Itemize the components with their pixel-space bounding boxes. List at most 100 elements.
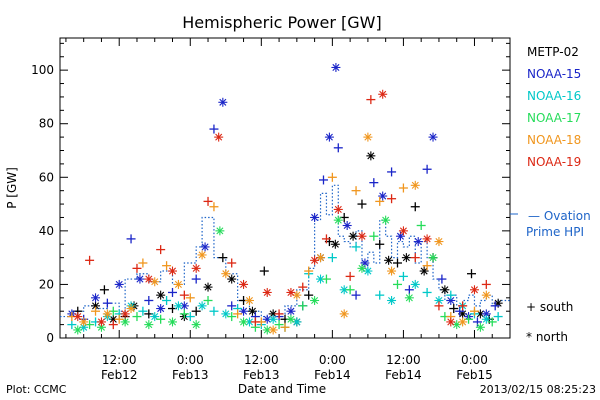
asterisk-marker [410, 180, 420, 190]
footer-left: Plot: CCMC [6, 383, 67, 396]
asterisk-marker [428, 253, 438, 263]
plus-marker [493, 312, 503, 322]
asterisk-marker [244, 296, 254, 305]
plus-marker [274, 320, 284, 330]
plus-marker [191, 306, 201, 316]
plus-marker [345, 271, 355, 281]
x-tick-day: Feb14 [314, 368, 351, 382]
plus-marker [250, 317, 260, 327]
asterisk-marker [227, 274, 237, 284]
asterisk-marker [156, 304, 166, 314]
data-points [67, 62, 503, 335]
legend-entry-metp-02: METP-02 [527, 45, 579, 59]
series-noaa-16 [67, 242, 503, 332]
asterisk-marker [363, 266, 373, 276]
x-axis-label: Date and Time [238, 382, 326, 396]
plot-frame [59, 37, 511, 339]
asterisk-marker [401, 253, 411, 263]
asterisk-marker [413, 237, 423, 247]
plus-marker [469, 306, 479, 316]
asterisk-marker [197, 301, 207, 311]
asterisk-marker [191, 263, 201, 273]
y-tick-label: 40 [39, 224, 54, 238]
asterisk-marker [434, 237, 444, 247]
plus-marker [351, 242, 361, 252]
asterisk-marker [96, 317, 106, 327]
asterisk-marker [168, 266, 177, 276]
plus-marker [298, 282, 308, 292]
footer-right: 2013/02/15 08:25:23 [480, 383, 596, 396]
asterisk-marker [286, 314, 296, 324]
asterisk-marker [440, 285, 450, 295]
plus-marker [404, 285, 414, 295]
asterisk-marker [330, 239, 340, 249]
plus-marker [357, 199, 367, 209]
asterisk-marker [310, 296, 320, 305]
legend-marker-south: + south [526, 300, 573, 314]
asterisk-marker [268, 314, 278, 324]
y-tick-label: 60 [39, 170, 54, 184]
plus-marker [67, 320, 77, 330]
asterisk-marker [422, 234, 432, 244]
asterisk-marker [363, 132, 373, 142]
asterisk-marker [221, 269, 231, 279]
plus-marker [274, 309, 284, 319]
legend-model-line2: Prime HPI [526, 225, 584, 239]
plus-marker [162, 296, 172, 305]
plus-marker [102, 298, 112, 308]
legend-entry-noaa-15: NOAA-15 [527, 67, 581, 81]
asterisk-marker [215, 226, 225, 236]
asterisk-marker [331, 62, 341, 72]
asterisk-marker [357, 231, 367, 241]
asterisk-marker [268, 325, 278, 335]
plus-marker [126, 234, 136, 244]
asterisk-marker [324, 132, 334, 142]
plus-marker [114, 314, 124, 324]
plus-marker [132, 263, 142, 273]
asterisk-marker [286, 287, 296, 297]
plus-marker [209, 124, 219, 134]
plus-marker [209, 306, 219, 316]
asterisk-marker [239, 317, 249, 327]
plus-marker [327, 253, 337, 263]
plus-marker [437, 274, 447, 284]
asterisk-marker [191, 320, 201, 330]
asterisk-marker [73, 325, 83, 335]
legend-entry-noaa-19: NOAA-19 [527, 155, 581, 169]
plus-marker [227, 312, 237, 322]
legend: METP-02 NOAA-15 NOAA-16 NOAA-17 NOAA-18 NOAA-… [510, 45, 591, 344]
asterisk-marker [378, 191, 388, 201]
ovation-step-path [60, 184, 510, 318]
asterisk-marker [481, 290, 491, 300]
plus-marker [410, 253, 420, 263]
plus-marker [369, 231, 379, 241]
asterisk-marker [262, 287, 272, 297]
asterisk-marker [428, 132, 438, 142]
asterisk-marker [378, 89, 388, 99]
x-axis: 12:00Feb120:00Feb1312:00Feb130:00Feb1412… [65, 38, 493, 382]
asterisk-marker [333, 215, 343, 225]
x-tick-day: Feb13 [243, 368, 280, 382]
plus-marker [387, 194, 397, 204]
series-noaa-19 [73, 89, 491, 330]
asterisk-marker [381, 215, 391, 225]
plus-marker [467, 269, 477, 279]
asterisk-marker [120, 309, 130, 319]
plus-marker [108, 320, 118, 330]
plus-marker [227, 301, 237, 311]
plus-marker [351, 290, 361, 300]
plus-marker [416, 221, 426, 230]
plus-marker [218, 253, 228, 263]
plus-marker [398, 271, 408, 281]
plus-marker [375, 239, 385, 249]
plus-marker [458, 301, 468, 311]
plus-marker [179, 290, 189, 300]
asterisk-marker [366, 151, 376, 161]
plus-marker [138, 258, 148, 268]
asterisk-marker [79, 317, 89, 327]
asterisk-marker [239, 279, 249, 289]
asterisk-marker [247, 306, 257, 316]
plus-marker [203, 196, 213, 206]
asterisk-marker [398, 226, 408, 236]
plus-marker [144, 296, 154, 305]
